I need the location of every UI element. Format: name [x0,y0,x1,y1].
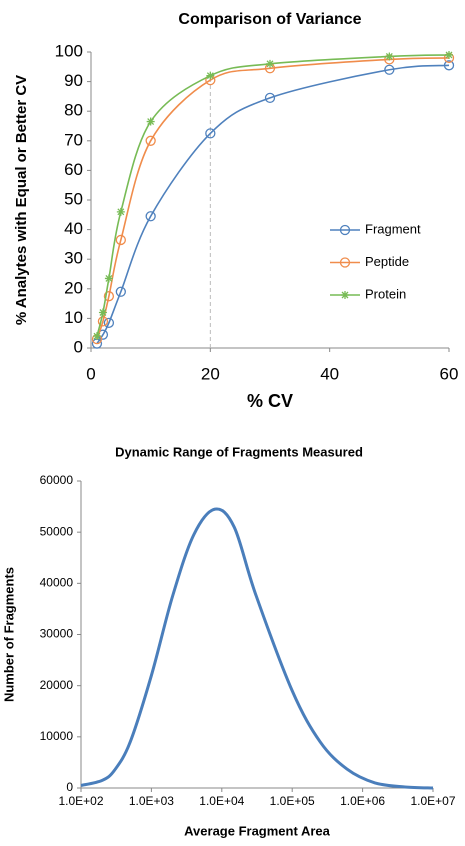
x-tick-label: 1.0E+02 [58,794,103,808]
marker [104,274,113,283]
y-tick-label: 20 [64,278,83,297]
marker [116,207,125,216]
x-tick-label: 1.0E+03 [129,794,174,808]
marker [97,316,109,327]
chart-panel: Comparison of Variance % CV % Analytes wit… [13,11,458,411]
x-axis-label: Average Fragment Area [184,823,330,838]
y-tick-label: 80 [64,101,83,120]
marker [205,128,216,139]
y-tick-label: 100 [55,41,83,60]
marker [445,50,453,59]
y-tick-label: 20000 [40,678,74,692]
y-tick-label: 30000 [40,627,74,641]
y-tick-label: 90 [64,71,83,90]
marker [206,71,215,80]
y-tick-label: 60000 [40,473,74,487]
legend-label: Fragment [365,221,421,236]
y-axis-label: % Analytes with Equal or Better CV [13,75,30,325]
chart-title: Dynamic Range of Fragments Measured [115,444,363,459]
x-tick-label: 20 [201,364,220,383]
marker [92,332,101,341]
y-tick-label: 70 [64,130,83,149]
marker [146,117,155,126]
y-tick-label: 0 [74,337,83,356]
marker [145,211,156,222]
y-tick-label: 40000 [40,576,74,590]
x-tick-label: 1.0E+04 [199,794,244,808]
x-tick-label: 40 [320,364,339,383]
marker [145,135,156,146]
legend-label: Protein [365,286,406,301]
legend-marker [339,257,351,268]
marker [115,286,126,297]
marker [384,64,395,75]
y-tick-label: 10000 [40,729,74,743]
marker [385,52,394,61]
chart-panel: Dynamic Range of Fragments Measured Avera… [1,444,455,838]
legend-marker [341,291,349,299]
x-tick-label: 1.0E+05 [270,794,315,808]
marker [266,59,274,68]
series-line [96,64,450,345]
x-tick-label: 0 [86,364,95,383]
marker [264,92,276,104]
x-tick-label: 60 [440,364,459,383]
marker [98,308,107,317]
y-tick-label: 50000 [40,524,74,538]
marker [103,317,115,328]
y-axis-label: Number of Fragments [1,567,16,702]
y-tick-label: 40 [64,219,83,238]
series-line [80,507,434,790]
marker [115,234,126,246]
y-tick-label: 50 [64,189,83,208]
x-tick-label: 1.0E+06 [340,794,385,808]
legend-marker [339,224,351,236]
marker [103,291,115,302]
y-tick-label: 10 [64,308,83,327]
y-tick-label: 0 [66,780,73,794]
x-axis-label: % CV [247,391,293,411]
y-tick-label: 60 [64,160,83,179]
legend-label: Peptide [365,254,409,269]
x-tick-label: 1.0E+07 [410,794,455,808]
y-tick-label: 30 [64,249,83,268]
marker [443,60,455,71]
chart-title: Comparison of Variance [178,11,361,28]
